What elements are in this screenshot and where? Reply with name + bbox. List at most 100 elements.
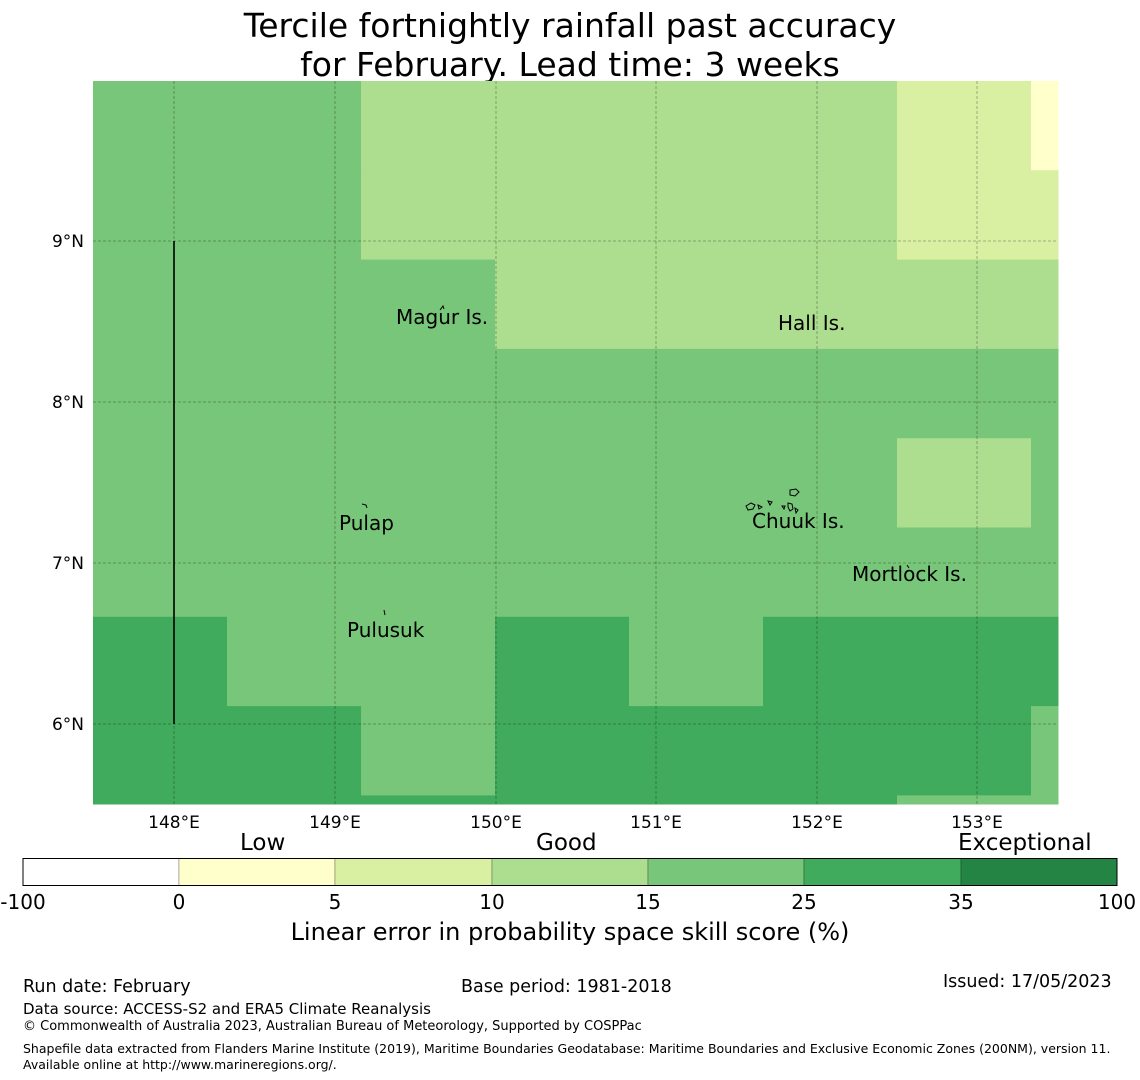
grid-cell	[897, 795, 1032, 805]
grid-cell	[1031, 527, 1059, 618]
island-label-pulap: Pulap	[339, 511, 394, 535]
grid-cell	[361, 795, 496, 805]
grid-cell	[629, 438, 764, 528]
grid-cell	[763, 527, 898, 618]
colorbar-segment	[491, 858, 649, 886]
grid-cell	[763, 438, 898, 528]
x-tick-label: 153°E	[951, 813, 1003, 830]
colorbar-segment	[803, 858, 962, 886]
grid-cell	[495, 706, 630, 796]
grid-cell	[93, 81, 228, 171]
grid-cell	[93, 438, 228, 528]
grid-cell	[629, 795, 764, 805]
grid-cell	[763, 170, 898, 261]
grid-cell	[227, 527, 362, 618]
island-label-chuuk: Chuuk Is.	[752, 509, 845, 533]
grid-cell	[495, 348, 630, 439]
grid-cell	[227, 81, 362, 171]
colorbar-tick: 5	[328, 890, 342, 914]
island-label-hall: Hall Is.	[778, 311, 845, 335]
issued-date: Issued: 17/05/2023	[943, 972, 1112, 992]
grid-cell	[629, 259, 764, 350]
grid-cell	[897, 616, 1032, 707]
grid-cell	[495, 170, 630, 261]
grid-cell	[495, 438, 630, 528]
grid-cell	[763, 81, 898, 171]
grid-cell	[897, 348, 1032, 439]
colorbar-segment	[334, 858, 493, 886]
chuuk-lagoon-shape	[745, 488, 800, 515]
magur-island-shape	[439, 304, 445, 311]
colorbar-segment	[22, 858, 180, 886]
skill-score-grid	[93, 81, 1059, 805]
pulap-island-shape	[361, 503, 368, 509]
grid-cell	[93, 795, 228, 805]
y-tick-label: 9°N	[52, 232, 84, 252]
colorbar-category-exceptional: Exceptional	[958, 830, 1092, 856]
grid-cell	[495, 527, 630, 618]
island-outlines	[361, 304, 910, 616]
grid-cell	[763, 348, 898, 439]
grid-cell	[1031, 706, 1059, 796]
grid-cell	[361, 348, 496, 439]
grid-cell	[1031, 259, 1059, 350]
grid-cell	[629, 616, 764, 707]
grid-cell	[495, 795, 630, 805]
map-title-line-2: for February. Lead time: 3 weeks	[300, 45, 840, 84]
grid-cell	[629, 348, 764, 439]
grid-cell	[93, 348, 228, 439]
grid-cell	[495, 259, 630, 350]
grid-cell	[93, 259, 228, 350]
grid-cell	[227, 438, 362, 528]
grid-cell	[361, 81, 496, 171]
copyright: © Commonwealth of Australia 2023, Austra…	[23, 1019, 642, 1034]
grid-cell	[1031, 348, 1059, 439]
grid-cell	[361, 259, 496, 350]
data-source: Data source: ACCESS-S2 and ERA5 Climate …	[23, 1000, 431, 1018]
shapefile-credit: Shapefile data extracted from Flanders M…	[23, 1041, 1111, 1072]
map-title-line-1: Tercile fortnightly rainfall past accura…	[243, 6, 897, 45]
colorbar-category-good: Good	[536, 830, 597, 856]
grid-cell	[763, 795, 898, 805]
grid-cell	[93, 170, 228, 261]
grid-cell	[495, 81, 630, 171]
grid-cell	[897, 259, 1032, 350]
colorbar-tick: 10	[479, 890, 505, 914]
colorbar-tick: 35	[948, 890, 974, 914]
grid-cell	[93, 706, 228, 796]
pulusuk-island-shape	[383, 609, 386, 616]
colorbar-tick: 25	[791, 890, 817, 914]
grid-cell	[227, 795, 362, 805]
island-label-mortlock: Mortlock Is.	[852, 562, 967, 586]
grid-cell	[1031, 170, 1059, 261]
grid-cell	[897, 706, 1032, 796]
grid-cell	[1031, 616, 1059, 707]
colorbar-segment	[178, 858, 336, 886]
grid-cell	[93, 527, 228, 618]
colorbar-tick: 15	[635, 890, 661, 914]
grid-cell	[227, 170, 362, 261]
colorbar-segment	[647, 858, 805, 886]
island-label-pulusuk: Pulusuk	[347, 618, 425, 642]
y-tick-label: 8°N	[52, 393, 84, 413]
grid-cell	[227, 348, 362, 439]
y-tick-label: 7°N	[52, 554, 84, 574]
grid-cell	[1031, 438, 1059, 528]
colorbar-tick: 0	[172, 890, 186, 914]
grid-cell	[93, 616, 228, 707]
island-label-magur: Magur Is.	[396, 305, 488, 329]
grid-cell	[763, 706, 898, 796]
grid-cell	[629, 706, 764, 796]
run-date: Run date: February	[23, 977, 191, 997]
x-tick-label: 148°E	[148, 813, 200, 830]
x-tick-label: 150°E	[470, 813, 522, 830]
grid-cell	[227, 259, 362, 350]
x-tick-label: 151°E	[630, 813, 682, 830]
y-tick-label: 6°N	[52, 715, 84, 735]
rainfall-accuracy-map: Magur Is. Hall Is. Pulap Chuuk Is. Mortl…	[52, 81, 1059, 830]
x-tick-label: 149°E	[309, 813, 361, 830]
mortlock-island-shape	[906, 564, 910, 569]
colorbar-tick: 100	[1097, 890, 1137, 914]
colorbar-segment	[960, 858, 1118, 886]
graticule	[93, 81, 1058, 804]
